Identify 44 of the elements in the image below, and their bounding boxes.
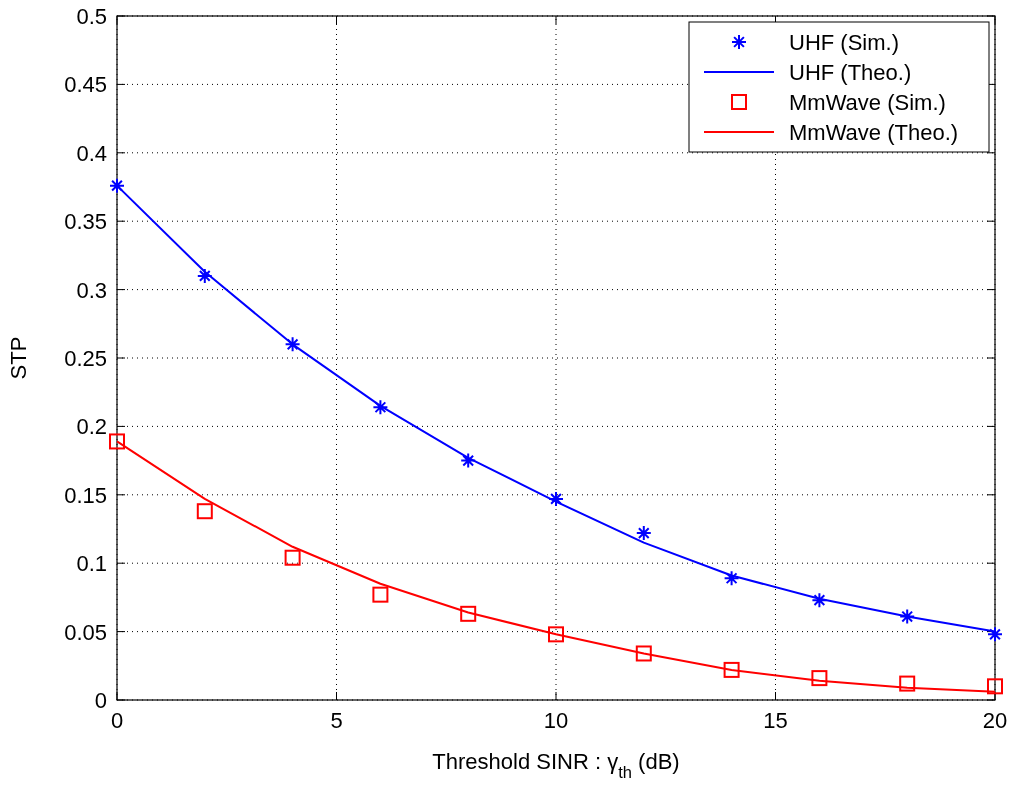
point [723, 570, 740, 587]
legend-label: UHF (Sim.) [789, 30, 899, 55]
y-tick-label: 0.3 [76, 277, 107, 303]
point [284, 549, 301, 566]
point [196, 503, 213, 520]
point [109, 177, 125, 194]
x-tick-label: 5 [330, 708, 343, 733]
legend-label: MmWave (Theo.) [789, 120, 959, 145]
point [723, 661, 740, 678]
point [548, 490, 564, 507]
point [284, 336, 301, 353]
legend-label: UHF (Theo.) [789, 60, 912, 85]
point [460, 452, 477, 469]
point [372, 586, 389, 603]
point [635, 525, 652, 542]
point [460, 605, 477, 622]
y-tick-label: 0 [94, 688, 107, 713]
point [899, 675, 916, 692]
point [196, 267, 213, 284]
point [811, 670, 828, 687]
x-tick-label: 10 [543, 708, 569, 733]
point [987, 626, 1003, 643]
legend-label: MmWave (Sim.) [789, 90, 946, 115]
point [899, 608, 916, 625]
y-tick-label: 0.25 [64, 346, 107, 371]
x-tick-label: 20 [982, 708, 1008, 733]
x-tick-label: 0 [110, 708, 124, 733]
y-tick-label: 0.1 [76, 551, 107, 577]
point [548, 626, 564, 643]
y-axis-title: STP [6, 336, 31, 380]
y-tick-label: 0.45 [64, 72, 107, 98]
y-tick-label: 0.35 [64, 209, 107, 235]
x-axis-title: Threshold SINR : γ$_{th}$ (dB) [432, 749, 680, 781]
y-tick-label: 0.5 [76, 4, 107, 29]
y-tick-label: 0.05 [64, 619, 107, 645]
point [372, 399, 389, 416]
y-tick-label: 0.2 [76, 414, 107, 440]
y-tick-label: 0.15 [64, 482, 107, 508]
point [811, 592, 828, 609]
point [109, 433, 125, 450]
point [987, 678, 1003, 695]
x-tick-label: 15 [763, 708, 788, 733]
point [635, 645, 652, 662]
y-tick-label: 0.4 [76, 140, 107, 166]
